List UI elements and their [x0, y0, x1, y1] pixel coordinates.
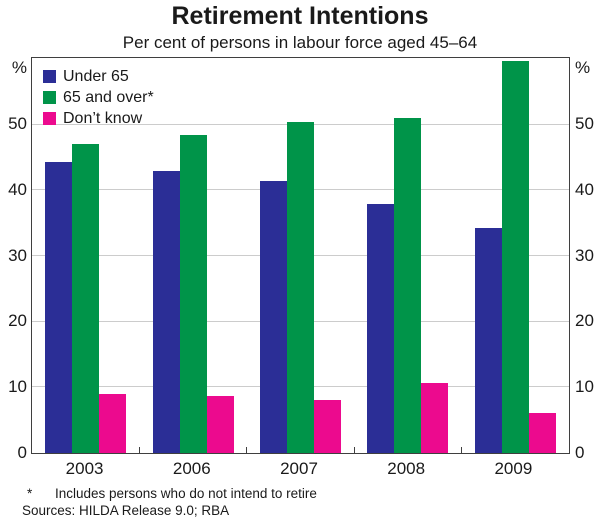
bar-2007-under-65: [260, 180, 288, 453]
y-tick-label-40-left: 40: [8, 179, 27, 199]
y-tick-label-50-right: 50: [575, 114, 594, 134]
bar-2009-don-t-know: [528, 412, 556, 453]
legend-item-under-65: Under 65: [43, 66, 154, 87]
y-tick-label-30-left: 30: [8, 245, 27, 265]
y-tick-label-50-left: 50: [8, 114, 27, 134]
x-category-label-2006: 2006: [172, 459, 211, 478]
bar-2007-65-and-over-: [287, 122, 315, 453]
legend-label: Under 65: [63, 67, 129, 85]
y-tick-label-30-right: 30: [575, 245, 594, 265]
bar-2006-don-t-know: [206, 395, 234, 453]
y-axis-unit-right: %: [575, 58, 591, 77]
y-tick-label-0-left: 0: [17, 442, 27, 462]
y-tick-label-40-right: 40: [575, 179, 594, 199]
footnote-asterisk-line: * Includes persons who do not intend to r…: [22, 485, 317, 502]
chart-title: Retirement Intentions: [171, 2, 429, 30]
bar-2006-under-65: [152, 170, 180, 453]
bar-2003-under-65: [45, 162, 73, 453]
bar-2009-65-and-over-: [501, 61, 529, 453]
legend-label: 65 and over*: [63, 88, 154, 106]
x-axis-tick-3: [353, 447, 355, 453]
bar-group-2006: [139, 58, 246, 453]
y-tick-label-10-left: 10: [8, 376, 27, 396]
bar-group-2003: [32, 58, 139, 453]
bar-group-2009: [462, 58, 569, 453]
bar-2008-don-t-know: [421, 382, 449, 453]
x-axis-tick-4: [460, 447, 462, 453]
legend-label: Don’t know: [63, 109, 143, 127]
legend-swatch-icon: [43, 70, 56, 83]
x-category-label-2007: 2007: [280, 459, 318, 478]
bar-groups: [32, 58, 569, 453]
footnote-asterisk: *: [27, 486, 33, 501]
x-category-label-2008: 2008: [387, 459, 426, 478]
footnote-sources-line: Sources: HILDA Release 9.0; RBA: [22, 503, 230, 518]
footnotes: * Includes persons who do not intend to r…: [22, 485, 317, 519]
x-category-label-2009: 2009: [494, 459, 533, 478]
y-tick-label-10-right: 10: [575, 376, 594, 396]
plot-area: Under 65 65 and over* Don’t know: [31, 57, 570, 454]
legend: Under 65 65 and over* Don’t know: [43, 66, 154, 129]
bar-2008-65-and-over-: [394, 118, 422, 453]
footnote-text: Includes persons who do not intend to re…: [55, 486, 317, 501]
bar-2007-don-t-know: [314, 399, 342, 453]
y-tick-label-20-left: 20: [8, 311, 27, 331]
y-tick-label-20-right: 20: [575, 311, 594, 331]
bar-group-2008: [354, 58, 461, 453]
legend-swatch-icon: [43, 112, 56, 125]
legend-swatch-icon: [43, 91, 56, 104]
bar-2009-under-65: [474, 227, 502, 453]
bar-2003-don-t-know: [99, 393, 127, 453]
bar-2006-65-and-over-: [179, 134, 207, 453]
chart-subtitle: Per cent of persons in labour force aged…: [122, 33, 478, 52]
bar-group-2007: [247, 58, 354, 453]
y-tick-label-0-right: 0: [575, 442, 585, 462]
y-axis-unit-left: %: [11, 58, 27, 77]
x-category-label-2003: 2003: [65, 459, 104, 478]
x-axis-tick-1: [139, 447, 141, 453]
bar-2003-65-and-over-: [72, 144, 100, 453]
legend-item-don-t-know: Don’t know: [43, 108, 154, 129]
legend-item-65-and-over-: 65 and over*: [43, 87, 154, 108]
x-axis-tick-2: [246, 447, 248, 453]
bar-2008-under-65: [367, 203, 395, 453]
